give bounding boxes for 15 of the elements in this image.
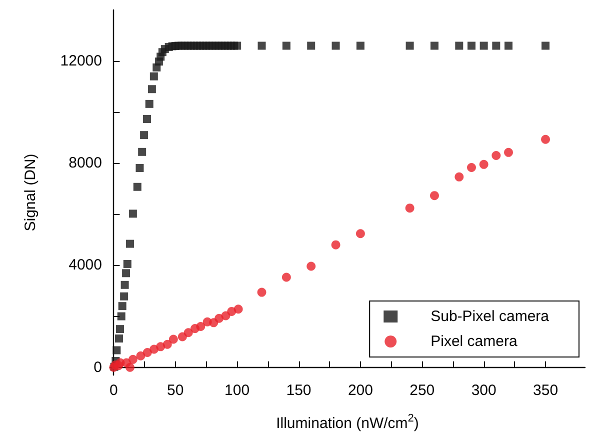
legend-label: Pixel camera [430, 333, 518, 350]
x-tick-label: 100 [224, 382, 250, 399]
x-tick-label: 300 [471, 382, 496, 399]
x-tick-label: 250 [410, 382, 435, 399]
x-tick-label: 350 [533, 382, 558, 399]
x-tick-label: 150 [286, 382, 312, 399]
x-tick-label: 0 [110, 382, 118, 399]
y-tick-label: 8000 [68, 154, 102, 172]
legend-label: Sub-Pixel camera [430, 308, 550, 325]
x-tick-label: 50 [167, 382, 184, 399]
y-tick-label: 4000 [68, 256, 102, 274]
y-tick-label: 12000 [60, 52, 102, 70]
x-tick-label: 200 [348, 382, 373, 399]
y-tick-label: 0 [94, 358, 102, 376]
y-axis-title: Signal (DN) [22, 154, 39, 232]
